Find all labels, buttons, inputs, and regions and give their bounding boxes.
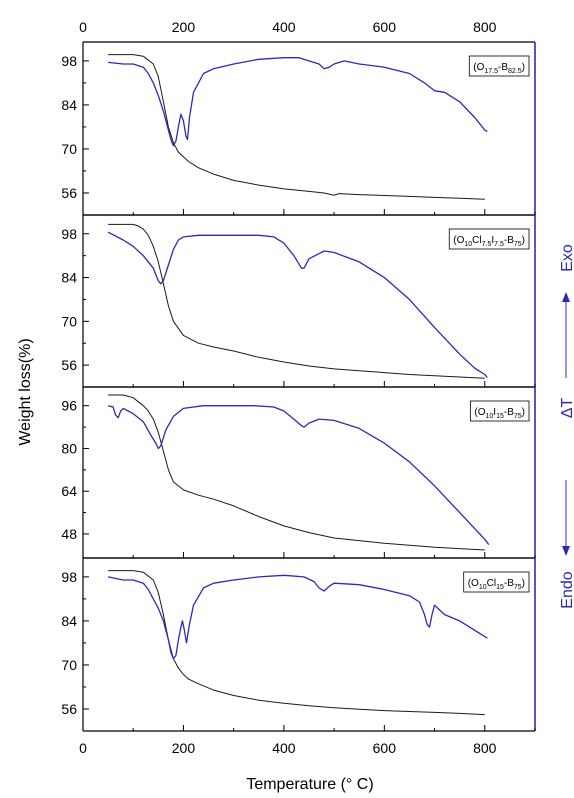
weight-loss-curve [108,570,485,716]
right-axis-exo: Exo [559,244,574,272]
panel-2: 56 70 84 98 (O10Cl7.5I7.5-B75) [61,214,536,388]
right-axis-arrow-up-head [562,292,570,302]
x-bottom-tick-label: 400 [272,740,296,756]
y-tick-label: 96 [61,398,77,414]
y-axis-title: Weight loss(%) [17,338,34,445]
sample-label: (O17.5-B82.5) [473,62,525,75]
dta-curve [108,57,488,147]
y-tick-label: 56 [61,701,77,717]
y-tick-label: 64 [61,483,77,499]
y-tick-label: 98 [61,569,77,585]
y-tick-label: 70 [61,657,77,673]
weight-loss-curve [108,54,485,200]
x-bottom-tick-label: 200 [172,740,196,756]
x-bottom-tick-label: 600 [373,740,397,756]
x-top-tick-label: 600 [373,19,397,35]
y-tick-label: 70 [61,313,77,329]
weight-loss-curve [108,394,485,551]
panel-1: 56 70 84 98 (O17.5-B82.5) [61,41,536,216]
y-tick-label: 84 [61,613,77,629]
y-tick-label: 84 [61,270,77,286]
y-tick-label: 80 [61,440,77,456]
panel-3: 48 64 80 96 (O10I15-B75) [61,386,536,559]
x-top-tick-label: 200 [172,19,196,35]
y-tick-label: 48 [61,526,77,542]
y-tick-label: 84 [61,97,77,113]
right-axis-title: Endo ΔT Exo [559,244,574,609]
sample-label: (O10Cl15-B75) [468,578,525,591]
weight-loss-curve [108,223,485,379]
sample-label: (O10Cl7.5I7.5-B75) [453,235,525,248]
right-axis-endo: Endo [559,571,574,608]
panels-layer: 56 70 84 98 (O17.5-B82.5) 56 70 84 98 (O10Cl7.5I7… [61,19,536,756]
sample-label-box [463,571,530,593]
x-top-tick-label: 800 [473,19,497,35]
y-tick-label: 98 [61,226,77,242]
dta-curve [107,574,488,660]
dta-curve [107,231,488,379]
panel-4: 56 70 84 98 (O10Cl15-B75) [61,557,536,732]
x-axis-title: Temperature (° C) [246,776,373,793]
sample-label-box [448,228,530,250]
x-bottom-tick-label: 800 [473,740,497,756]
labels-layer: Temperature (° C) Weight loss(%) Endo ΔT… [17,244,574,793]
x-top-tick-label: 0 [79,19,87,35]
x-top-tick-label: 400 [272,19,296,35]
x-bottom-tick-label: 0 [79,740,87,756]
right-axis-delta-t: ΔT [559,398,574,419]
dta-curve [107,405,490,545]
y-tick-label: 56 [61,185,77,201]
sample-label: (O10I15-B75) [474,407,525,420]
y-tick-label: 98 [61,53,77,69]
sample-label-box [468,55,530,77]
sample-label-box [469,400,530,422]
right-axis-arrow-down-head [562,546,570,556]
y-tick-label: 70 [61,141,77,157]
y-tick-label: 56 [61,357,77,373]
